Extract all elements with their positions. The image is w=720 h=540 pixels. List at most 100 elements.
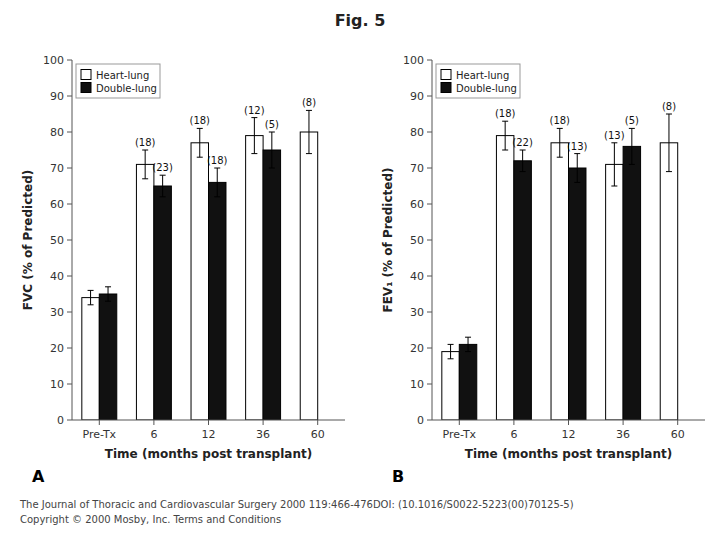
error-cap <box>88 290 94 291</box>
legend-label: Heart-lung <box>96 70 149 81</box>
error-bar <box>666 114 672 172</box>
error-cap <box>520 171 526 172</box>
error-cap <box>160 175 166 176</box>
error-bar <box>629 128 635 164</box>
error-cap <box>306 110 312 111</box>
x-tick-label: 36 <box>256 428 270 441</box>
n-label: (18) <box>207 155 228 166</box>
x-tick-label: 60 <box>671 428 685 441</box>
n-label: (8) <box>662 101 676 112</box>
y-tick-label: 100 <box>403 54 424 67</box>
error-cap <box>105 301 111 302</box>
x-tick-label: 36 <box>616 428 630 441</box>
panel-label: A <box>32 467 45 486</box>
error-bar <box>214 168 220 197</box>
panel: 0102030405060708090100(18)(18)(13)(8)(22… <box>381 54 705 486</box>
error-line <box>631 128 632 164</box>
n-label: (18) <box>189 115 210 126</box>
x-tick <box>623 420 624 425</box>
bar <box>623 146 640 420</box>
n-label: (23) <box>152 162 173 173</box>
y-axis <box>72 60 73 420</box>
error-bar <box>105 287 111 301</box>
x-tick-label: 12 <box>562 428 576 441</box>
error-line <box>90 290 91 304</box>
y-tick-label: 30 <box>410 306 424 319</box>
y-tick-label: 70 <box>50 162 64 175</box>
error-bar <box>448 344 454 358</box>
n-label: (18) <box>135 137 156 148</box>
y-tick-label: 80 <box>410 126 424 139</box>
footer-text: Copyright © 2000 Mosby, Inc. Terms and C… <box>20 514 281 525</box>
bar <box>209 182 226 420</box>
error-cap <box>629 164 635 165</box>
n-label: (13) <box>604 130 625 141</box>
error-cap <box>557 128 563 129</box>
y-tick <box>67 312 72 313</box>
error-bar <box>251 118 257 154</box>
x-tick <box>153 420 154 425</box>
n-label: (5) <box>625 115 639 126</box>
error-cap <box>465 351 471 352</box>
n-label: (18) <box>549 115 570 126</box>
y-tick <box>67 348 72 349</box>
x-tick-label: Pre-Tx <box>442 428 476 441</box>
y-tick <box>67 132 72 133</box>
y-tick <box>427 204 432 205</box>
bar <box>459 344 476 420</box>
y-tick-label: 40 <box>410 270 424 283</box>
error-bar <box>306 110 312 153</box>
error-cap <box>502 121 508 122</box>
y-tick <box>427 276 432 277</box>
legend-swatch <box>441 83 451 93</box>
error-line <box>559 128 560 157</box>
bar <box>660 143 677 420</box>
x-tick <box>317 420 318 425</box>
x-tick <box>263 420 264 425</box>
error-cap <box>611 186 617 187</box>
bars <box>442 114 678 420</box>
legend: Heart-lung Double-lung <box>436 64 520 98</box>
legend-label: Double-lung <box>96 83 157 94</box>
y-tick <box>67 60 72 61</box>
error-cap <box>306 153 312 154</box>
error-bar <box>557 128 563 157</box>
y-tick-label: 20 <box>50 342 64 355</box>
error-bar <box>520 150 526 172</box>
y-tick-label: 60 <box>410 198 424 211</box>
x-tick <box>568 420 569 425</box>
legend-label: Heart-lung <box>456 70 509 81</box>
y-tick-label: 40 <box>50 270 64 283</box>
error-line <box>271 132 272 168</box>
y-tick-label: 90 <box>410 90 424 103</box>
x-tick-label: 6 <box>510 428 517 441</box>
error-cap <box>557 157 563 158</box>
legend-swatch <box>81 70 91 80</box>
x-tick <box>99 420 100 425</box>
error-cap <box>269 168 275 169</box>
legend-box <box>436 64 520 98</box>
error-line <box>522 150 523 172</box>
y-tick <box>427 384 432 385</box>
y-axis-label: FEV₁ (% of Predicted) <box>381 167 395 312</box>
y-tick <box>427 168 432 169</box>
y-tick <box>67 420 72 421</box>
x-tick <box>513 420 514 425</box>
error-cap <box>574 153 580 154</box>
legend-label: Double-lung <box>456 83 517 94</box>
error-line <box>577 154 578 183</box>
x-tick-label: 6 <box>150 428 157 441</box>
y-tick <box>427 60 432 61</box>
n-label: (8) <box>302 97 316 108</box>
panel: 0102030405060708090100(18)(18)(12)(8)(23… <box>21 54 345 486</box>
error-line <box>668 114 669 172</box>
error-line <box>614 143 615 186</box>
error-bar <box>574 154 580 183</box>
y-axis-label: FVC (% of Predicted) <box>21 170 35 310</box>
n-label: (12) <box>244 105 265 116</box>
n-label: (22) <box>512 137 533 148</box>
error-bar <box>160 175 166 197</box>
y-tick <box>67 240 72 241</box>
y-tick-label: 60 <box>50 198 64 211</box>
x-tick-label: 60 <box>311 428 325 441</box>
